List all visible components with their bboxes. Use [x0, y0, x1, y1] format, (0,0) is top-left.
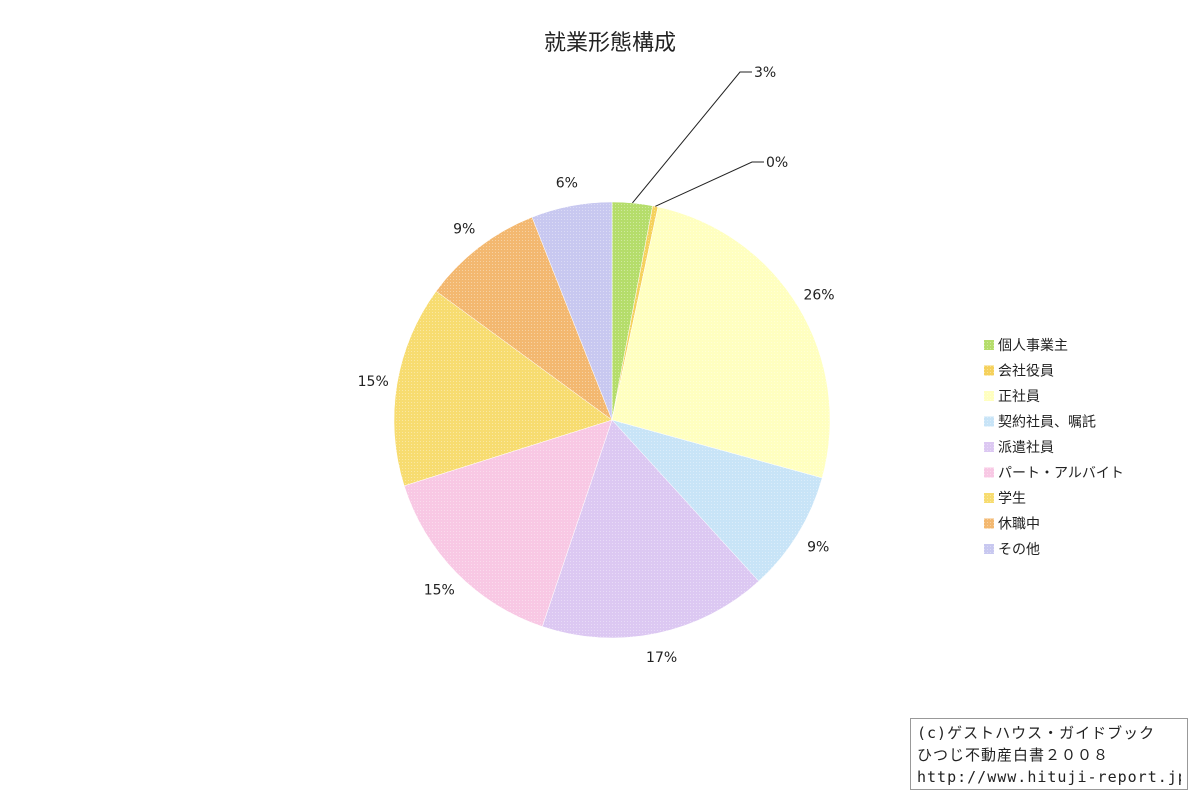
legend-swatch-texture-2	[984, 365, 994, 376]
legend-entry-8: 休職中	[998, 517, 1040, 533]
slice-label-6: 15%	[424, 583, 455, 599]
slice-label-8: 9%	[453, 221, 475, 237]
slice-label-9: 6%	[556, 175, 578, 191]
slice-label-3: 26%	[803, 288, 834, 304]
chart-title: 就業形態構成	[544, 31, 676, 56]
legend-swatch-texture-8	[984, 518, 994, 529]
legend-entry-6: パート・アルバイト	[998, 466, 1124, 482]
slice-texture-4	[612, 420, 823, 582]
slice-label-2: 0%	[766, 155, 788, 171]
legend-swatch-texture-4	[984, 416, 994, 427]
credit-line-2: ひつじ不動産白書２００８	[917, 746, 1110, 764]
legend-entry-1: 個人事業主	[998, 338, 1068, 354]
legend-swatch-texture-9	[984, 544, 994, 554]
slice-label-1: 3%	[754, 65, 776, 81]
slice-label-7: 15%	[358, 374, 389, 390]
legend-entry-5: 派遣社員	[998, 440, 1054, 456]
leader-line-2	[655, 161, 764, 207]
legend-swatch-texture-5	[984, 442, 994, 452]
legend-swatch-texture-7	[984, 493, 994, 503]
legend-entry-7: 学生	[998, 491, 1026, 507]
credit-line-1: (c)ゲストハウス・ガイドブック	[917, 724, 1156, 742]
legend-swatch-texture-1	[984, 340, 994, 350]
legend-swatch-texture-6	[984, 467, 994, 478]
legend-entry-3: 正社員	[998, 389, 1040, 405]
slice-texture-7	[394, 291, 612, 486]
credit-box: (c)ゲストハウス・ガイドブック ひつじ不動産白書２００８ http://www…	[910, 718, 1188, 790]
legend-entry-2: 会社役員	[998, 364, 1054, 380]
credit-line-3: http://www.hituji-report.jp/	[917, 768, 1181, 786]
slice-texture-9	[532, 202, 612, 420]
legend-entry-9: その他	[998, 542, 1040, 558]
slice-label-5: 17%	[646, 650, 677, 666]
leader-line-1	[632, 71, 752, 204]
slice-texture-8	[436, 217, 612, 420]
slice-texture-3	[612, 206, 830, 478]
slice-texture-6	[404, 420, 612, 627]
legend-entry-4: 契約社員、嘱託	[998, 415, 1096, 431]
legend-swatch-texture-3	[984, 391, 994, 401]
slice-texture-5	[542, 420, 759, 638]
slice-label-4: 9%	[807, 540, 829, 556]
